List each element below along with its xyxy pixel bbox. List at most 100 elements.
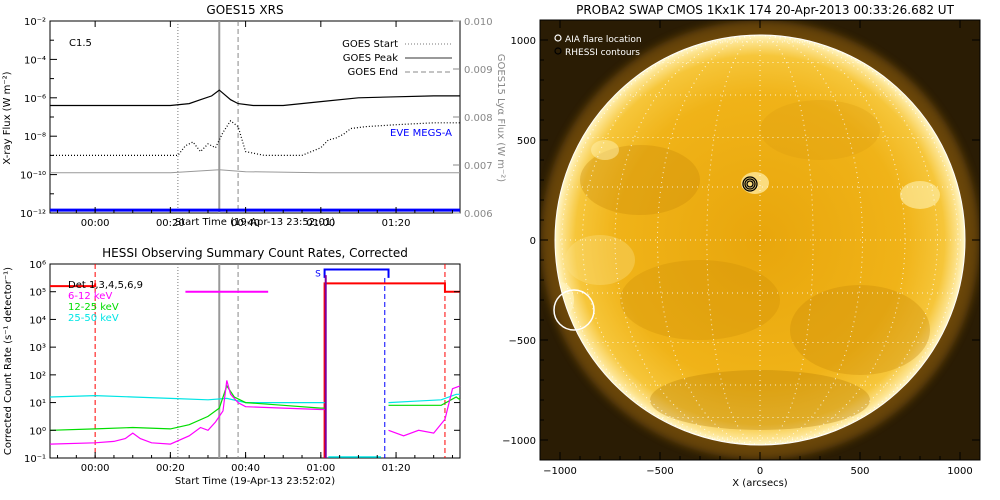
hessi-det-bar-left — [50, 283, 97, 288]
heliographic-grid — [555, 35, 965, 445]
goes-legend-label: GOES Peak — [343, 53, 398, 64]
hessi-legend-label: Det 1,3,4,5,6,9 — [68, 280, 143, 291]
goes-xtick-label: 00:00 — [81, 218, 110, 229]
swap-ytick-label: 500 — [517, 136, 536, 147]
hessi-series-group: S — [49, 264, 461, 458]
rhessi-contour — [742, 176, 758, 192]
goes-y2tick-label: 0.009 — [464, 65, 493, 76]
hessi-xtick-label: 00:00 — [81, 463, 110, 474]
goes-xlabel: Start Time (19-Apr-13 23:52:01) — [175, 217, 335, 228]
swap-overlays — [553, 176, 758, 331]
grid-longitude — [614, 35, 761, 445]
swap-axes: −1000 −500 0 500 1000 1000 500 0 −500 −1000 — [502, 20, 980, 477]
swap-title: PROBA2 SWAP CMOS 1Kx1K 174 20-Apr-2013 0… — [576, 3, 954, 17]
swap-xtick-label: 0 — [757, 466, 763, 477]
goes-marker-lines — [177, 21, 239, 213]
grid-longitude — [759, 35, 906, 445]
swap-ytick-label: −500 — [509, 336, 536, 347]
goes-legend-label: GOES Start — [342, 39, 398, 50]
hessi-ytick-label: 10⁰ — [29, 426, 46, 437]
grid-longitude — [706, 35, 761, 445]
swap-xtick-label: 1000 — [947, 466, 972, 477]
hessi-xtick-label: 01:00 — [306, 463, 335, 474]
hessi-series-1 — [49, 384, 325, 431]
hessi-ytick-label: 10⁵ — [29, 288, 46, 299]
surface-texture — [555, 100, 940, 430]
hessi-legend-label: 6-12 keV — [68, 291, 112, 302]
swap-ytick-label: 0 — [530, 236, 536, 247]
hessi-xtick-label: 01:20 — [382, 463, 411, 474]
goes-series-group — [50, 89, 460, 212]
swap-ytick-label: −1000 — [502, 436, 536, 447]
hessi-ytick-label: 10² — [29, 371, 46, 382]
legend-aia-symbol — [554, 34, 562, 42]
hessi-plot-frame — [49, 263, 461, 459]
hessi-series-0 — [49, 394, 325, 404]
legend-aia-label: AIA flare location — [565, 35, 642, 45]
hessi-series-high-post — [388, 393, 460, 404]
goes-xtick-label: 00:20 — [156, 218, 185, 229]
swap-xlabel: X (arcsecs) — [732, 478, 788, 489]
goes-flare-class: C1.5 — [69, 38, 92, 49]
goes-xtick-label: 01:20 — [382, 218, 411, 229]
hessi-series-low-post — [388, 385, 461, 437]
swap-image-panel: PROBA2 SWAP CMOS 1Kx1K 174 20-Apr-2013 0… — [502, 3, 981, 489]
hessi-panel: HESSI Observing Summary Count Rates, Cor… — [3, 246, 461, 487]
hessi-ytick-label: 10⁴ — [29, 315, 46, 326]
goes-series-0 — [50, 89, 460, 107]
hessi-series-2 — [49, 380, 325, 445]
goes-y2label: GOES15 Lyα Flux (W m⁻²) — [495, 54, 506, 182]
swap-legend: AIA flare location RHESSI contours — [554, 34, 642, 58]
hessi-ytick-label: 10³ — [29, 343, 46, 354]
goes-y2tick-label: 0.010 — [464, 17, 493, 28]
hessi-xtick-label: 00:40 — [231, 463, 260, 474]
goes-xrs-panel: GOES15 XRS 00:00 00:20 00:40 01:00 01:20 10⁻²… — [2, 3, 506, 229]
hessi-legend-label: 12-25 keV — [68, 302, 119, 313]
goes-series-1 — [50, 119, 460, 156]
swap-xtick-label: −500 — [646, 466, 673, 477]
hessi-ytick-label: 10⁶ — [29, 260, 46, 271]
hessi-legend-label: 25-50 keV — [68, 313, 119, 324]
hessi-ylabel: Corrected Count Rate (s⁻¹ detector⁻¹) — [3, 267, 14, 455]
goes-ytick-label: 10⁻⁶ — [24, 94, 46, 105]
legend-rhessi-symbol — [554, 47, 562, 55]
hessi-xtick-label: 00:20 — [156, 463, 185, 474]
hessi-flag-label: S — [315, 269, 321, 279]
swap-ytick-label: 1000 — [511, 36, 536, 47]
goes-ytick-label: 10⁻² — [24, 17, 46, 28]
grid-longitude — [759, 35, 938, 445]
aia-flare-location-marker — [553, 289, 595, 331]
grid-longitude — [582, 35, 761, 445]
goes-y2tick-label: 0.008 — [464, 113, 493, 124]
goes-ytick-label: 10⁻⁸ — [24, 132, 46, 143]
hessi-ytick-label: 10¹ — [29, 399, 46, 410]
goes-ytick-label: 10⁻¹⁰ — [20, 171, 46, 182]
goes-title: GOES15 XRS — [206, 3, 283, 17]
swap-xtick-label: −1000 — [543, 466, 577, 477]
hessi-title: HESSI Observing Summary Count Rates, Cor… — [102, 246, 408, 260]
goes-legend: GOES Start GOES Peak GOES End EVE MEGS-A — [342, 39, 452, 139]
swap-xtick-label: 500 — [850, 466, 869, 477]
hessi-flag-bar — [323, 268, 390, 278]
goes-ytick-label: 10⁻¹² — [20, 209, 46, 220]
hessi-series-mid-post — [388, 396, 461, 406]
hessi-ytick-label: 10⁻¹ — [24, 454, 46, 465]
goes-legend-label: GOES End — [348, 67, 398, 78]
goes-y2tick-label: 0.006 — [464, 209, 493, 220]
grid-longitude — [759, 35, 814, 445]
solar-limb — [554, 34, 966, 446]
goes-series-2 — [50, 169, 460, 174]
goes-y2tick-label: 0.007 — [464, 161, 493, 172]
goes-ytick-label: 10⁻⁴ — [24, 55, 46, 66]
hessi-xlabel: Start Time (19-Apr-13 23:52:02) — [175, 476, 335, 487]
rhessi-contour — [746, 180, 754, 188]
hessi-det-bar-right — [323, 282, 460, 458]
goes-axes: 00:00 00:20 00:40 01:00 01:20 10⁻² 10⁻⁴ 10⁻⁶ 10⁻… — [20, 17, 493, 229]
goes-xtick-label: 00:40 — [231, 218, 260, 229]
goes-legend-eve: EVE MEGS-A — [390, 128, 452, 139]
goes-xtick-label: 01:00 — [306, 218, 335, 229]
hessi-axes: 00:00 00:20 00:40 01:00 01:20 10⁶ 10⁵ 10⁴ 10³ 10²… — [24, 260, 460, 474]
legend-rhessi-label: RHESSI contours — [565, 48, 640, 58]
